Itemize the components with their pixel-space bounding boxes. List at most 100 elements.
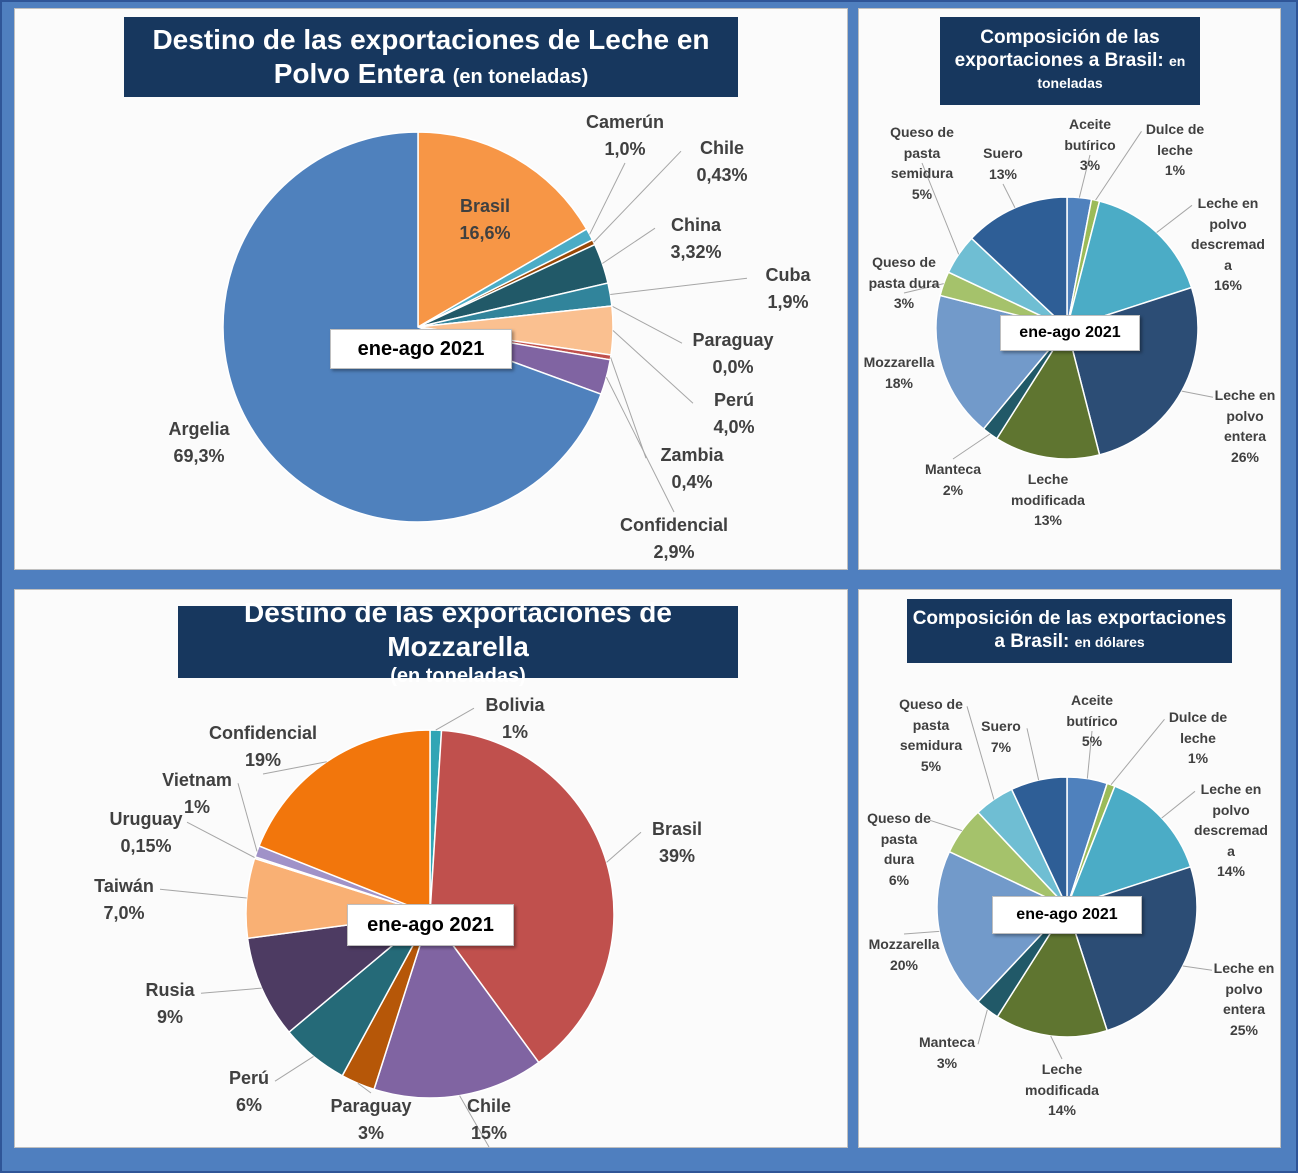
data-label: Queso de pasta semidura 5% bbox=[891, 694, 971, 776]
leader-line bbox=[159, 888, 247, 899]
chart-title-box: Destino de las exportaciones de Leche en… bbox=[124, 17, 738, 97]
leader-line bbox=[1086, 730, 1093, 779]
data-label: Leche en polvo entera 25% bbox=[1208, 958, 1280, 1040]
category-label: Chile bbox=[466, 1096, 511, 1116]
value-label: 26% bbox=[1230, 448, 1260, 465]
value-label: 16% bbox=[1213, 277, 1243, 293]
data-label: Mozzarella 20% bbox=[859, 934, 949, 975]
leader-line bbox=[237, 783, 258, 852]
category-label: Zambia bbox=[660, 445, 724, 465]
value-label: 1% bbox=[501, 722, 528, 742]
data-label: Bolivia 1% bbox=[470, 692, 560, 746]
data-label: Confidencial 19% bbox=[198, 720, 328, 774]
value-label: 0,43% bbox=[696, 165, 748, 185]
data-label: Leche modificada 13% bbox=[1002, 469, 1094, 531]
data-label: Chile 0,43% bbox=[677, 135, 767, 189]
leader-line bbox=[200, 987, 262, 994]
annotation: ene-ago 2021 bbox=[992, 896, 1142, 934]
category-label: Argelia bbox=[168, 419, 230, 439]
value-label: 9% bbox=[156, 1007, 183, 1027]
value-label: 6% bbox=[235, 1095, 262, 1115]
data-label: Paraguay 0,0% bbox=[678, 327, 788, 381]
category-label: Leche modificada bbox=[1025, 1061, 1099, 1098]
leader-line bbox=[903, 283, 944, 294]
title-line: Destino de las exportaciones de Leche en… bbox=[124, 23, 738, 90]
data-label: Queso de pasta dura 6% bbox=[864, 808, 934, 890]
annotation: ene-ago 2021 bbox=[347, 904, 514, 946]
value-label: 3% bbox=[1079, 157, 1101, 173]
leader-line bbox=[610, 277, 748, 295]
data-label: Perú 6% bbox=[219, 1065, 279, 1119]
category-label: Mozzarella bbox=[868, 936, 940, 952]
category-label: Queso de pasta dura bbox=[867, 810, 931, 867]
value-label: 18% bbox=[884, 374, 914, 391]
leader-line bbox=[966, 706, 995, 800]
value-label: 2,9% bbox=[653, 542, 695, 562]
category-label: Leche en polvo descremada bbox=[1194, 781, 1268, 859]
leader-line bbox=[611, 305, 683, 344]
data-label: Queso de pasta semidura 5% bbox=[882, 122, 962, 204]
value-label: 5% bbox=[911, 185, 933, 202]
category-label: Brasil bbox=[651, 819, 703, 839]
data-label: Brasil 16,6% bbox=[415, 193, 555, 247]
category-label: Confidencial bbox=[208, 723, 317, 743]
category-label: Confidencial bbox=[619, 515, 728, 535]
category-label: Perú bbox=[228, 1068, 270, 1088]
value-label: 19% bbox=[244, 750, 282, 770]
leader-line bbox=[1002, 183, 1016, 208]
category-label: Queso de pasta semidura bbox=[899, 696, 963, 753]
value-label: 1% bbox=[1164, 162, 1186, 178]
pie-slice bbox=[429, 729, 615, 1064]
leader-line bbox=[262, 761, 327, 775]
data-label: Brasil 39% bbox=[637, 816, 717, 870]
category-label: Rusia bbox=[145, 980, 195, 1000]
value-label: 39% bbox=[658, 846, 696, 866]
pie-slice bbox=[1010, 776, 1068, 908]
chart-title-box: Composición de las exportaciones a Brasi… bbox=[940, 17, 1200, 105]
category-label: Bolivia bbox=[485, 695, 545, 715]
data-label: Aceite butírico 5% bbox=[1057, 690, 1127, 752]
chart-title: Destino de las exportaciones de Leche en… bbox=[152, 24, 710, 89]
data-label: Vietnam 1% bbox=[152, 767, 242, 821]
value-label: 13% bbox=[1033, 512, 1063, 528]
data-label: Suero 7% bbox=[971, 716, 1031, 757]
category-label: China bbox=[670, 215, 721, 235]
category-label: Queso de pasta semidura bbox=[890, 124, 954, 181]
category-label: Leche en polvo descremada bbox=[1191, 195, 1265, 273]
chart-subtitle: en dólares bbox=[1074, 634, 1145, 650]
category-label: Dulce de leche bbox=[1168, 709, 1228, 746]
category-label: Leche en polvo entera bbox=[1213, 960, 1275, 1017]
data-label: Manteca 2% bbox=[913, 459, 993, 500]
category-label: Cuba bbox=[765, 265, 811, 285]
category-label: Camerún bbox=[585, 112, 665, 132]
pie-slice bbox=[222, 131, 603, 523]
data-label: Chile 15% bbox=[454, 1093, 524, 1147]
leader-line bbox=[1182, 965, 1213, 971]
value-label: 0,4% bbox=[671, 472, 713, 492]
data-label: Rusia 9% bbox=[135, 977, 205, 1031]
leader-line bbox=[903, 930, 940, 935]
leader-line bbox=[589, 162, 626, 235]
category-label: Dulce de leche bbox=[1145, 121, 1205, 158]
pie-slice bbox=[996, 905, 1109, 1038]
value-label: 0,0% bbox=[712, 357, 754, 377]
leader-line bbox=[186, 821, 256, 859]
category-label: Brasil bbox=[459, 196, 511, 216]
value-label: 3% bbox=[893, 295, 915, 311]
chart-title: Composición de las exportaciones a Brasi… bbox=[954, 26, 1164, 71]
data-label: Suero 13% bbox=[973, 143, 1033, 184]
leader-line bbox=[606, 831, 642, 863]
value-label: 3% bbox=[936, 1054, 958, 1071]
category-label: Suero bbox=[983, 145, 1023, 161]
value-label: 3% bbox=[357, 1123, 384, 1143]
chart-title-box: Composición de las exportaciones a Brasi… bbox=[907, 599, 1232, 663]
leader-line bbox=[1095, 131, 1142, 201]
category-label: Aceite butírico bbox=[1064, 116, 1116, 153]
value-label: 5% bbox=[920, 757, 942, 774]
leader-line bbox=[1026, 728, 1040, 781]
data-label: Taiwán 7,0% bbox=[84, 873, 164, 927]
leader-line bbox=[952, 433, 991, 460]
leader-line bbox=[610, 357, 647, 459]
value-label: 15% bbox=[470, 1123, 508, 1143]
data-label: Dulce de leche 1% bbox=[1161, 707, 1236, 769]
